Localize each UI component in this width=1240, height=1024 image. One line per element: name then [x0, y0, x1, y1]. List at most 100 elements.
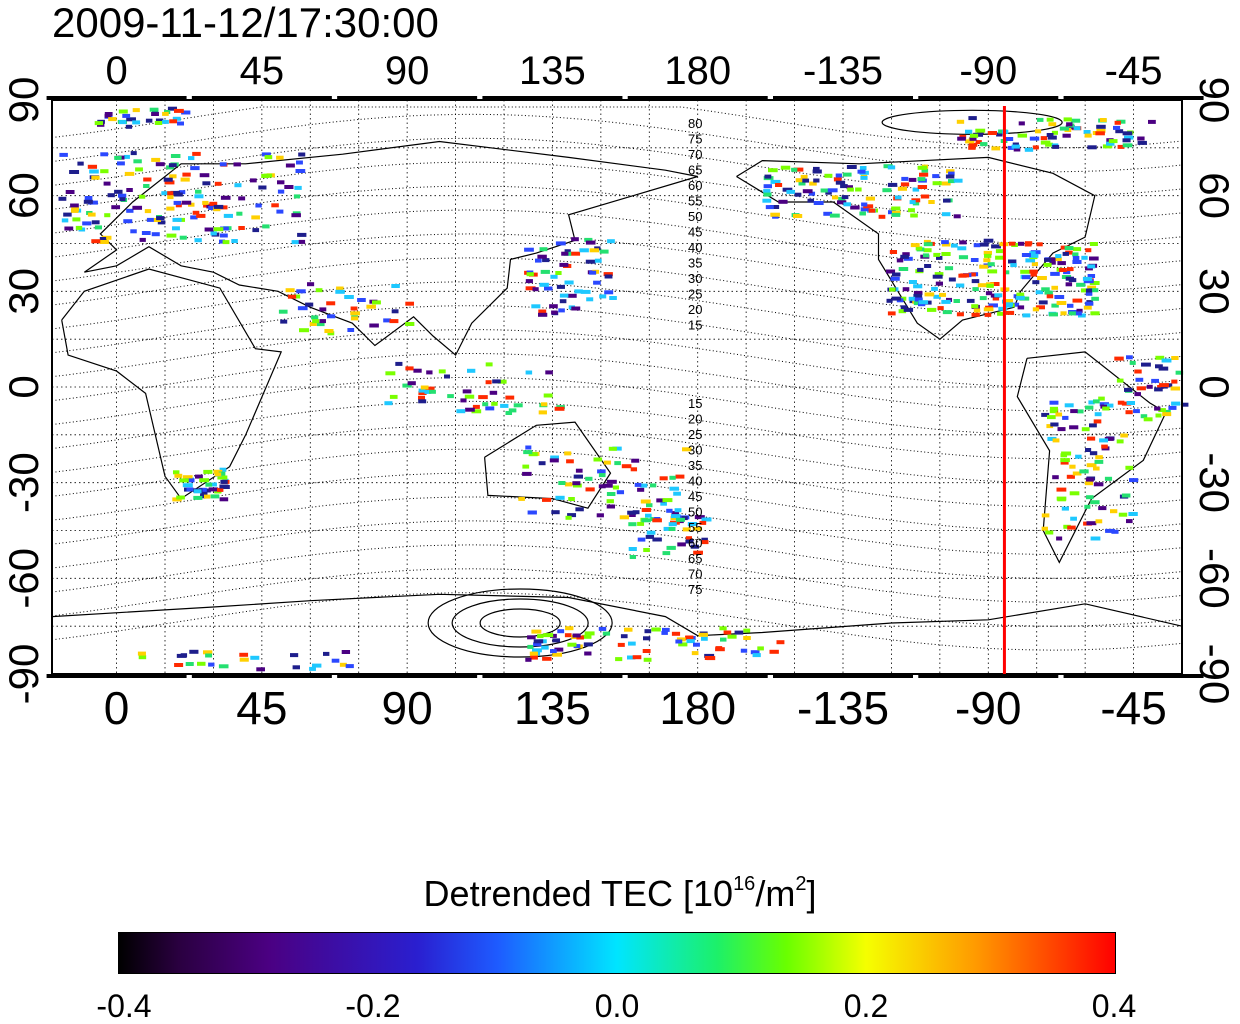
tec-cell [181, 110, 191, 115]
tec-cell [91, 220, 100, 225]
tec-cell [1063, 270, 1071, 275]
tec-cell [1171, 356, 1179, 360]
tec-cell [1085, 291, 1093, 296]
tec-cell [793, 167, 804, 172]
tec-cell [965, 139, 975, 144]
tec-cell [357, 298, 366, 302]
tec-cell [598, 484, 606, 489]
tec-cell [429, 389, 436, 394]
tec-cell [1017, 133, 1028, 138]
tec-cell [1061, 506, 1069, 511]
tec-cell [1125, 465, 1134, 470]
tec-cell [987, 131, 997, 135]
tec-cell [763, 184, 773, 189]
tec-cell [585, 259, 596, 264]
tec-cell [554, 647, 564, 652]
tec-cell [979, 264, 989, 269]
tec-cell [271, 203, 279, 208]
tick-mark [773, 96, 913, 100]
tec-cell [1052, 438, 1060, 443]
tec-cell [1155, 364, 1163, 369]
tec-cell [525, 657, 532, 662]
y-tick-label-left: 0 [0, 375, 47, 398]
tec-cell [1073, 126, 1081, 131]
timestamp: 2009-11-12/17:30:00 [52, 0, 439, 46]
tec-cell [921, 168, 929, 173]
tec-cell [567, 513, 577, 518]
tec-cell [948, 179, 955, 184]
tec-cell [219, 162, 227, 167]
tec-cell [682, 447, 692, 452]
tec-cell [564, 249, 571, 254]
tec-cell [255, 203, 262, 208]
tec-cell [685, 539, 694, 544]
tec-cell [969, 136, 977, 141]
tec-cell [1041, 526, 1048, 531]
contour-label: 25 [688, 427, 702, 442]
tec-cell [573, 474, 584, 479]
contour-label: 15 [688, 396, 702, 411]
tec-cell [627, 510, 637, 515]
tec-cell [528, 452, 538, 457]
tec-cell [944, 266, 954, 271]
tec-cell [540, 402, 548, 407]
tec-cell [860, 175, 868, 180]
tec-cell [970, 258, 979, 262]
tec-cell [1128, 512, 1138, 516]
colorbar-tick-label: -0.4 [96, 988, 152, 1024]
tec-cell [545, 370, 553, 375]
tec-cell [175, 203, 182, 208]
tec-cell [1124, 135, 1134, 140]
tec-cell [1067, 267, 1074, 272]
tec-cell [701, 517, 712, 522]
tec-cell [720, 637, 727, 642]
tec-cell [1025, 258, 1036, 263]
tec-cell [296, 160, 303, 165]
x-tick-label-bottom: -45 [1100, 682, 1166, 734]
x-tick-label-top: -45 [1105, 49, 1163, 93]
tec-cell [395, 361, 403, 366]
tec-cell [959, 240, 967, 245]
tec-cell [366, 304, 376, 309]
x-tick-label-top: 0 [105, 49, 127, 93]
tec-cell [174, 663, 184, 667]
tec-cell [770, 179, 781, 184]
tec-cell [643, 657, 652, 662]
tec-cell [1134, 369, 1142, 374]
tec-cell [946, 169, 955, 174]
tec-cell [202, 200, 209, 205]
tec-cell [846, 165, 857, 169]
tec-cell [984, 253, 992, 258]
tec-cell [637, 537, 646, 542]
tec-cell [1041, 513, 1050, 518]
tec-cell [559, 293, 569, 298]
tec-cell [734, 630, 744, 635]
tec-cell [609, 296, 617, 300]
contour-label: 35 [688, 458, 702, 473]
tec-cell [298, 152, 306, 157]
tec-cell [174, 473, 183, 478]
tec-cell [167, 106, 177, 111]
tec-cell [219, 239, 226, 244]
tec-cell [1069, 425, 1079, 430]
tec-cell [780, 165, 791, 170]
tec-cell [782, 187, 793, 192]
contour-label: 40 [688, 240, 702, 255]
tec-cell [1088, 400, 1095, 405]
tec-cell [99, 240, 109, 244]
tec-cell [643, 636, 651, 641]
tec-cell [660, 501, 667, 506]
tec-cell [583, 642, 593, 647]
contour-label: 80 [688, 116, 702, 131]
tec-cell [285, 288, 295, 293]
tec-cell [908, 208, 915, 213]
tec-cell [973, 308, 981, 313]
tec-cell [1155, 413, 1162, 418]
tec-cell [723, 630, 732, 635]
tec-cell [350, 316, 359, 321]
tec-cell [222, 240, 230, 245]
tec-cell [670, 514, 681, 519]
tec-cell [1048, 122, 1057, 127]
tec-cell [162, 111, 169, 116]
tec-cell [994, 293, 1003, 298]
